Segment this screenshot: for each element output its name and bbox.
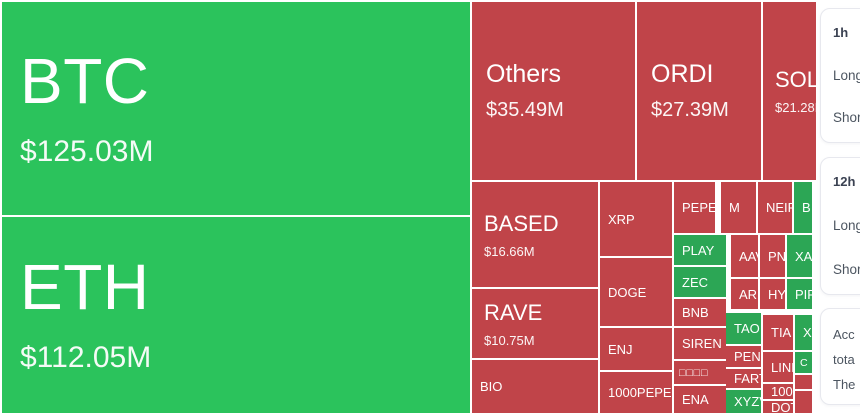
stats-card-1h: 1h Long Short: [820, 8, 860, 143]
cell-value: $27.39M: [651, 99, 729, 121]
cell-symbol: TIA: [771, 325, 792, 340]
cell-tia[interactable]: TIA: [763, 315, 793, 350]
cell-symbol: FARTCOIN: [734, 371, 761, 386]
cell-c[interactable]: C: [795, 352, 812, 373]
cell-symbol: XYZ: [803, 325, 812, 340]
short-row-label: Short: [833, 262, 860, 277]
cell-symbol: PNUT: [768, 248, 785, 264]
cell-symbol: ENJ: [608, 341, 633, 357]
cell-rave[interactable]: RAVE $10.75M: [472, 289, 598, 358]
cell-symbol: XAUT: [795, 248, 812, 264]
cell-value: $10.75M: [484, 332, 535, 348]
cell-zec[interactable]: ZEC: [674, 267, 726, 297]
cell-symbol: M: [729, 200, 740, 215]
cell-1000pepe[interactable]: 1000PEPE: [600, 372, 672, 413]
cell-value: $35.49M: [486, 99, 564, 121]
cell-symbol: PEPE: [682, 200, 715, 215]
cell-symbol: B: [802, 200, 811, 215]
cell-symbol: SIREN: [682, 336, 722, 351]
cell-symbol: NEIRO: [766, 200, 792, 215]
cell-symbol: AAVE: [739, 248, 758, 264]
cell-symbol: HYPE: [768, 286, 785, 302]
cell-symbol: ARB: [739, 286, 758, 302]
cell-fartcoin[interactable]: FARTCOIN: [726, 369, 761, 388]
info-line: tota: [833, 352, 855, 367]
cell-hype[interactable]: HYPE: [760, 279, 785, 309]
cell-symbol: XYZV: [734, 394, 761, 409]
cell-sliver-2[interactable]: [795, 391, 812, 413]
period-label: 1h: [833, 25, 849, 40]
period-label: 12h: [833, 174, 856, 189]
cell-pippin[interactable]: PIPPIN: [787, 279, 812, 309]
cell-symbol: BTC: [20, 44, 150, 117]
cell-bio[interactable]: BIO: [472, 360, 598, 413]
cell-symbol: XRP: [608, 211, 635, 227]
cell-symbol: 1000: [771, 384, 793, 399]
info-line: Acc: [833, 327, 855, 342]
cell-dot[interactable]: DOT: [763, 401, 793, 413]
cell-sol[interactable]: SOL $21.28M: [763, 2, 816, 180]
cell-symbol: BASED: [484, 210, 559, 236]
cell-symbol: RAVE: [484, 299, 543, 325]
cell-symbol: ORDI: [651, 60, 714, 88]
cell-pengu[interactable]: PENGU: [726, 346, 761, 367]
cell-xaut[interactable]: XAUT: [787, 235, 812, 277]
stats-card-12h: 12h Long Short: [820, 157, 860, 295]
cell-based[interactable]: BASED $16.66M: [472, 182, 598, 287]
cell-bnb[interactable]: BNB: [674, 299, 726, 326]
cell-b[interactable]: B: [794, 182, 812, 233]
cell-symbol: DOT: [771, 401, 793, 413]
cell-enj[interactable]: ENJ: [600, 328, 672, 370]
cell-pnut[interactable]: PNUT: [760, 235, 785, 277]
cell-1000[interactable]: 1000: [763, 384, 793, 399]
cell-eth[interactable]: ETH $112.05M: [2, 217, 470, 413]
short-row-label: Short: [833, 110, 860, 125]
cell-link[interactable]: LINK: [763, 352, 793, 382]
cell-sliver-1[interactable]: [795, 375, 812, 389]
long-row-label: Long: [833, 218, 860, 233]
info-line: The: [833, 377, 856, 392]
cell-m[interactable]: M: [721, 182, 756, 233]
cell-symbol: PLAY: [682, 242, 715, 258]
cell-symbol: SOL: [775, 67, 816, 92]
cell-ordi[interactable]: ORDI $27.39M: [637, 2, 761, 180]
info-card: Acc tota The: [820, 308, 860, 405]
cell-symbol: PENGU: [734, 349, 761, 364]
cell-value: $112.05M: [20, 341, 152, 374]
long-row-label: Long: [833, 67, 860, 83]
cell-symbol: LINK: [771, 359, 793, 375]
cell-symbol: ETH: [20, 251, 150, 323]
cell-symbol: DOGE: [608, 284, 647, 300]
cell-symbol: BIO: [480, 379, 503, 394]
cell-xrp[interactable]: XRP: [600, 182, 672, 256]
cell-symbol: ZEC: [682, 274, 708, 290]
cell-others[interactable]: Others $35.49M: [472, 2, 635, 180]
cell-unknown-token[interactable]: □□□□: [674, 361, 726, 384]
cell-xyzv[interactable]: XYZV: [726, 390, 761, 413]
cell-symbol: C: [800, 356, 809, 369]
cell-value: $125.03M: [20, 134, 154, 168]
cell-doge[interactable]: DOGE: [600, 258, 672, 326]
cell-arb[interactable]: ARB: [731, 279, 758, 309]
cell-pepe[interactable]: PEPE: [674, 182, 715, 233]
cell-ena[interactable]: ENA: [674, 386, 726, 413]
cell-symbol: □□□□: [679, 366, 709, 379]
cell-symbol: 1000PEPE: [608, 385, 672, 400]
cell-aave[interactable]: AAVE: [731, 235, 758, 277]
cell-symbol: BNB: [682, 305, 709, 320]
cell-play[interactable]: PLAY: [674, 235, 726, 265]
cell-symbol: ENA: [682, 392, 709, 407]
cell-xyz[interactable]: XYZ: [795, 315, 812, 350]
cell-symbol: PIPPIN: [795, 286, 812, 302]
cell-value: $21.28M: [775, 100, 816, 115]
cell-siren[interactable]: SIREN: [674, 328, 726, 359]
liquidation-treemap: BTC $125.03M ETH $112.05M Others $35.49M ORDI $…: [2, 2, 816, 413]
cell-btc[interactable]: BTC $125.03M: [2, 2, 470, 215]
cell-tao[interactable]: TAO: [726, 313, 761, 344]
cell-value: $16.66M: [484, 243, 535, 259]
cell-symbol: Others: [486, 60, 562, 88]
cell-neiro[interactable]: NEIRO: [758, 182, 792, 233]
cell-symbol: TAO: [734, 321, 760, 336]
